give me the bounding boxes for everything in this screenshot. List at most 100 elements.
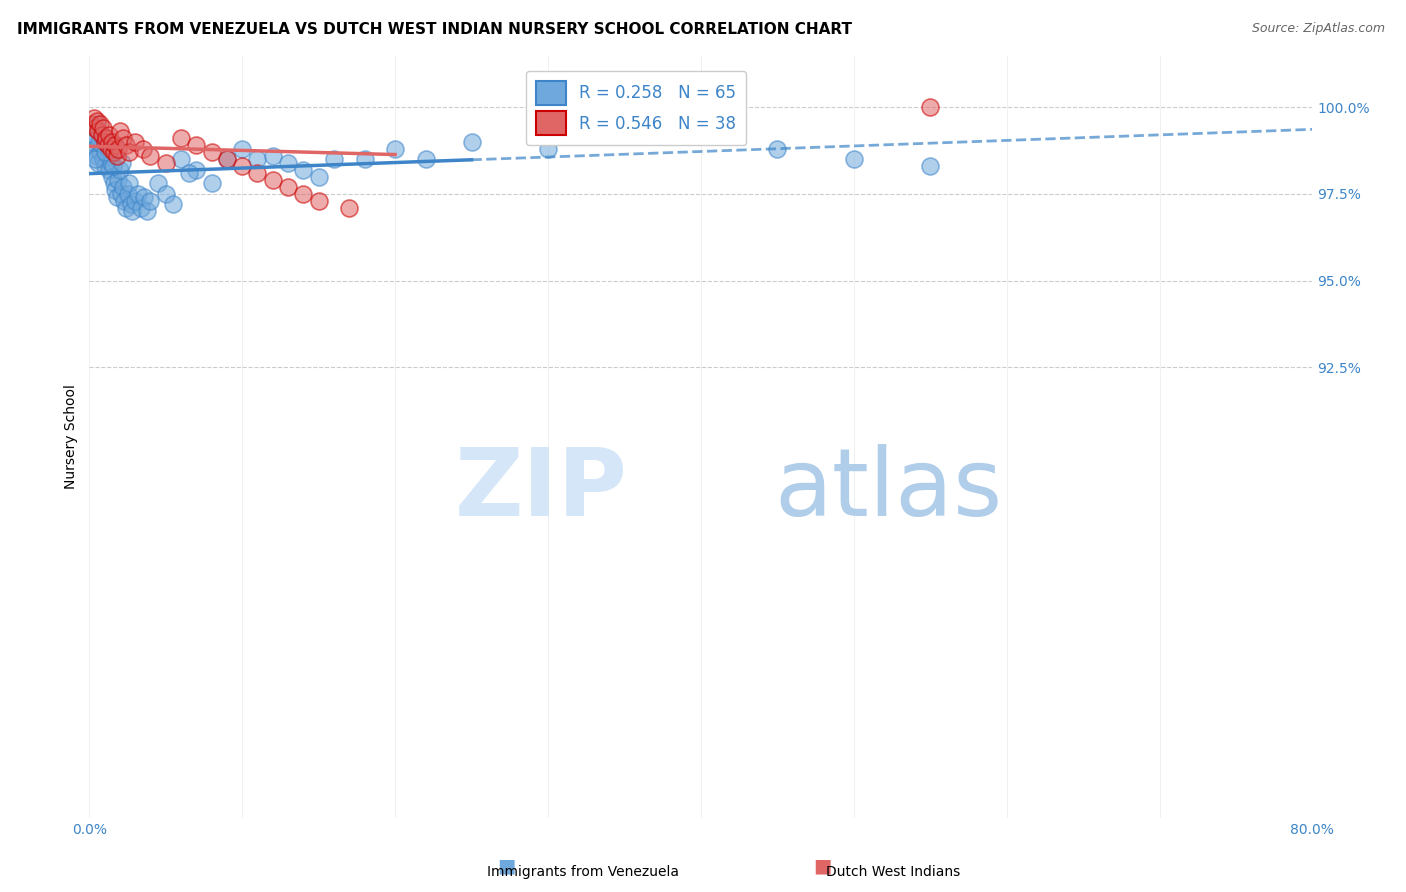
Point xyxy=(177,166,200,180)
Point xyxy=(117,186,139,201)
Point xyxy=(353,152,375,166)
Point xyxy=(277,180,299,194)
Point xyxy=(86,118,108,132)
Point xyxy=(100,155,122,169)
Point xyxy=(155,186,177,201)
Point xyxy=(246,166,269,180)
Point xyxy=(170,152,193,166)
Point xyxy=(83,128,105,142)
Point xyxy=(215,152,238,166)
Point xyxy=(460,135,482,149)
Point xyxy=(246,152,269,166)
Point xyxy=(277,155,299,169)
Point xyxy=(155,155,177,169)
Point xyxy=(115,201,138,215)
Point xyxy=(134,190,156,204)
Point xyxy=(105,149,128,163)
Point xyxy=(132,142,155,156)
Point xyxy=(121,204,143,219)
Point xyxy=(162,197,184,211)
Point xyxy=(292,186,315,201)
Point xyxy=(97,149,120,163)
Text: Dutch West Indians: Dutch West Indians xyxy=(825,865,960,879)
Point xyxy=(93,135,115,149)
Point xyxy=(231,142,253,156)
Point xyxy=(114,194,136,208)
Point xyxy=(262,149,284,163)
Point xyxy=(84,142,107,156)
Text: Immigrants from Venezuela: Immigrants from Venezuela xyxy=(488,865,679,879)
Point xyxy=(103,177,125,191)
Text: ■: ■ xyxy=(496,856,516,875)
Point xyxy=(101,159,124,173)
Point xyxy=(139,149,162,163)
Point xyxy=(111,155,134,169)
Point xyxy=(127,186,149,201)
Point xyxy=(93,159,115,173)
Point xyxy=(111,131,134,145)
Point xyxy=(87,155,110,169)
Point xyxy=(105,190,128,204)
Point xyxy=(129,201,152,215)
Point xyxy=(107,142,129,156)
Text: atlas: atlas xyxy=(775,444,1002,536)
Text: ZIP: ZIP xyxy=(454,444,627,536)
Point xyxy=(98,128,121,142)
Point xyxy=(118,177,141,191)
Point xyxy=(104,183,127,197)
Point xyxy=(87,124,110,138)
Point xyxy=(91,152,114,166)
Point xyxy=(86,149,108,163)
Text: Source: ZipAtlas.com: Source: ZipAtlas.com xyxy=(1251,22,1385,36)
Point xyxy=(89,135,111,149)
Point xyxy=(91,120,114,135)
Point xyxy=(262,173,284,187)
Point xyxy=(83,111,105,125)
Point xyxy=(111,180,134,194)
Point xyxy=(90,128,112,142)
Point xyxy=(98,162,121,177)
Point xyxy=(766,142,789,156)
Point xyxy=(415,152,437,166)
Point xyxy=(613,128,636,142)
Point xyxy=(124,135,146,149)
Point xyxy=(537,142,560,156)
Point xyxy=(115,138,138,153)
Point xyxy=(89,118,111,132)
Point xyxy=(107,173,129,187)
Point xyxy=(201,145,224,160)
Point xyxy=(201,177,224,191)
Point xyxy=(100,142,122,156)
Point xyxy=(308,169,330,184)
Point xyxy=(108,124,131,138)
Legend: R = 0.258   N = 65, R = 0.546   N = 38: R = 0.258 N = 65, R = 0.546 N = 38 xyxy=(526,71,747,145)
Y-axis label: Nursery School: Nursery School xyxy=(65,384,79,489)
Point xyxy=(84,120,107,135)
Text: ■: ■ xyxy=(813,856,832,875)
Point xyxy=(920,100,942,114)
Point xyxy=(136,204,159,219)
Point xyxy=(101,169,124,184)
Point xyxy=(118,145,141,160)
Point xyxy=(94,145,117,160)
Point xyxy=(186,138,208,153)
Point xyxy=(108,162,131,177)
Point xyxy=(94,131,117,145)
Point xyxy=(120,197,142,211)
Point xyxy=(170,131,193,145)
Point xyxy=(103,145,125,160)
Point xyxy=(323,152,346,166)
Point xyxy=(920,159,942,173)
Point xyxy=(689,118,711,132)
Point xyxy=(101,135,124,149)
Point xyxy=(337,201,360,215)
Text: IMMIGRANTS FROM VENEZUELA VS DUTCH WEST INDIAN NURSERY SCHOOL CORRELATION CHART: IMMIGRANTS FROM VENEZUELA VS DUTCH WEST … xyxy=(17,22,852,37)
Point xyxy=(83,152,105,166)
Point xyxy=(86,114,108,128)
Point xyxy=(146,177,169,191)
Point xyxy=(89,145,111,160)
Point xyxy=(82,135,104,149)
Point xyxy=(215,152,238,166)
Point xyxy=(110,186,132,201)
Point xyxy=(104,138,127,153)
